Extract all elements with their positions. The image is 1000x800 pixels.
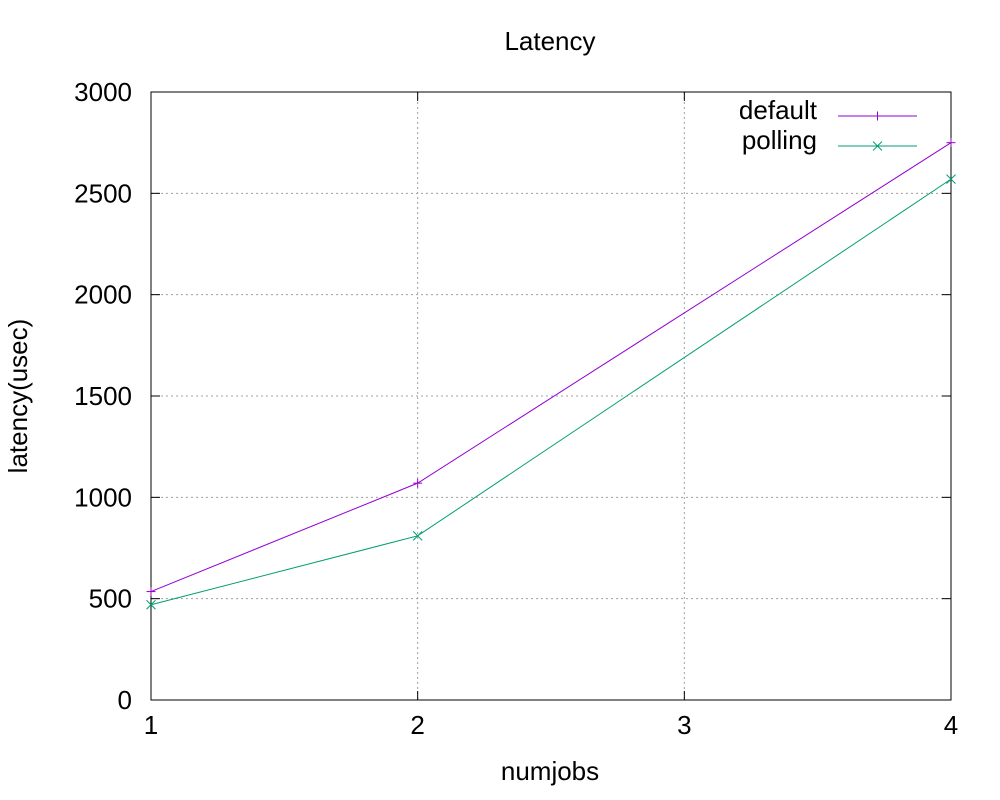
legend-item-polling: polling [742, 125, 917, 155]
legend-label: default [739, 95, 818, 125]
y-tick-label: 1000 [74, 482, 132, 512]
x-tick-label: 4 [944, 710, 958, 740]
x-axis-label: numjobs [501, 756, 599, 786]
legend-swatch-marker [872, 141, 883, 151]
marker-stroke [946, 174, 956, 185]
marker-stroke [872, 141, 883, 151]
legend-swatch-marker [873, 111, 882, 121]
polling-point [146, 599, 156, 610]
x-tick-label: 1 [144, 710, 158, 740]
default-point [946, 138, 956, 148]
y-tick-label: 2000 [74, 280, 132, 310]
default-point [146, 587, 156, 597]
chart-title: Latency [504, 26, 595, 56]
polling-point [946, 174, 956, 185]
x-tick-label: 2 [410, 710, 424, 740]
x-tick-label: 3 [677, 710, 691, 740]
grid-layer [151, 92, 951, 700]
y-axis-label: latency(usec) [3, 319, 33, 474]
polling-point [412, 530, 423, 541]
marker-stroke [412, 530, 423, 541]
polling-line [150, 178, 952, 606]
legend-item-default: default [739, 95, 917, 125]
marker-stroke [146, 599, 156, 610]
y-tick-label: 3000 [74, 77, 132, 107]
y-tick-label: 1500 [74, 381, 132, 411]
y-tick-label: 0 [118, 685, 132, 715]
series-layer [146, 138, 956, 610]
default-point [413, 478, 423, 488]
y-tick-label: 2500 [74, 178, 132, 208]
series-default [146, 138, 956, 597]
tick-layer: 0 500 1000 1500 2000 2500 3000 1 2 3 4 [74, 77, 958, 740]
y-tick-label: 500 [89, 584, 132, 614]
default-line [150, 142, 952, 593]
legend-label: polling [742, 125, 817, 155]
series-polling [146, 174, 956, 610]
